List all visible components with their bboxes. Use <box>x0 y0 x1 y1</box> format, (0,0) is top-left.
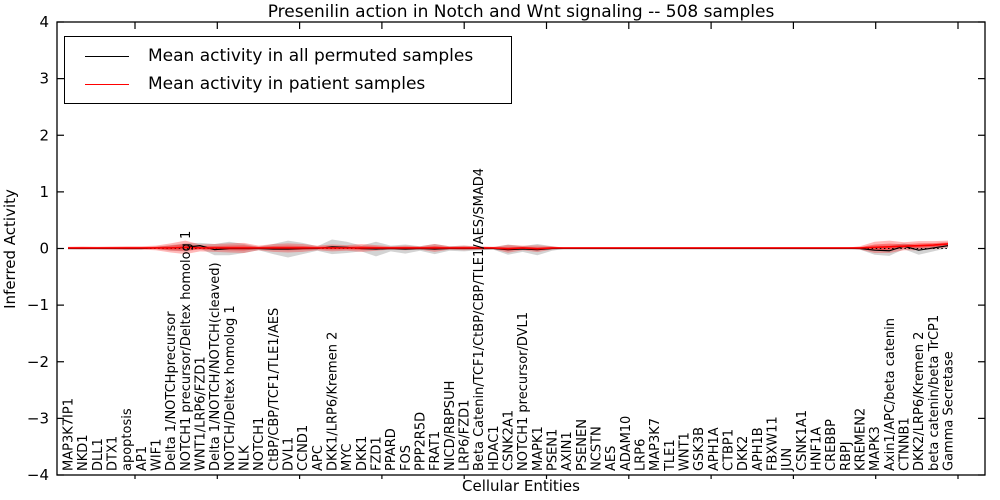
y-tick-label: 2 <box>39 126 49 144</box>
x-tick-label: NCSTN <box>590 426 605 471</box>
x-tick-label: Gamma Secretase <box>942 351 957 471</box>
x-tick-label: APH1B <box>751 427 766 471</box>
x-tick-label: CTNNB1 <box>898 417 913 471</box>
x-tick-label: PSEN1 <box>546 429 561 471</box>
x-tick-label: DKK2 <box>736 436 751 471</box>
x-tick-label: PSENEN <box>575 419 590 471</box>
x-tick-label: NOTCH1 <box>252 417 267 471</box>
x-tick-label: LRP6 <box>634 439 649 471</box>
x-tick-label: Beta Catenin/TCF1/CtBP/CBP/TLE1/AES/SMAD… <box>472 168 487 471</box>
x-tick-label: HDAC1 <box>487 425 502 471</box>
x-tick-label: AP1 <box>135 446 150 471</box>
permuted-line-swatch <box>85 55 129 57</box>
x-tick-label: MAP3K7 <box>648 418 663 471</box>
x-tick-label: WIF1 <box>150 439 165 471</box>
legend: Mean activity in all permuted samples Me… <box>64 36 513 104</box>
x-tick-label: TLE1 <box>663 439 678 472</box>
y-tick-label: 1 <box>39 183 49 201</box>
x-tick-label: NOTCH/Deltex homolog 1 <box>223 305 238 471</box>
x-tick-label: Delta 1/NOTCHprecursor <box>164 311 179 471</box>
x-tick-label: NKD1 <box>76 434 91 471</box>
x-tick-label: AES <box>604 446 619 471</box>
y-tick-label: −4 <box>27 466 49 484</box>
x-tick-label: AXIN1 <box>560 431 575 471</box>
x-tick-label: DKK1/LRP6/Kremen 2 <box>326 332 341 471</box>
x-tick-label: RBPJ <box>839 441 854 471</box>
x-tick-label: DVL1 <box>282 437 297 471</box>
x-tick-label: KREMEN2 <box>854 408 869 471</box>
y-tick-label: 0 <box>39 240 49 258</box>
y-tick-label: 4 <box>39 13 49 31</box>
x-tick-label: APC <box>311 445 326 471</box>
x-axis-label: Cellular Entities <box>462 477 580 495</box>
x-tick-label: WNT1/LRP6/FZD1 <box>194 356 209 471</box>
x-tick-label: Axin1/APC/beta catenin <box>883 318 898 471</box>
x-tick-label: NLK <box>238 445 253 471</box>
x-tick-label: NICD/RBPSUH <box>443 381 458 471</box>
x-tick-label: JUN <box>780 448 795 472</box>
patient-line-swatch <box>85 83 129 85</box>
chart-title: Presenilin action in Notch and Wnt signa… <box>267 2 775 22</box>
y-tick-label: −3 <box>27 409 49 427</box>
x-tick-label: PPARD <box>384 428 399 471</box>
x-tick-label: MAP3K7IP1 <box>62 398 77 471</box>
x-tick-label: FZD1 <box>370 436 385 471</box>
x-tick-label: ADAM10 <box>619 416 634 471</box>
x-tick-label: FBXW11 <box>766 416 781 471</box>
x-tick-label: NOTCH1 precursor/Deltex homolog 1 <box>179 231 194 471</box>
y-tick-label: −1 <box>27 296 49 314</box>
legend-item-permuted: Mean activity in all permuted samples <box>75 46 473 66</box>
x-tick-label: MAPK3 <box>868 426 883 471</box>
x-tick-label: CSNK2A1 <box>502 410 517 471</box>
x-tick-label: CtBP/CBP/TCF1/TLE1/AES <box>267 308 282 471</box>
x-tick-label: DKK2/LRP6/Kremen 2 <box>912 332 927 471</box>
x-tick-label: apoptosis <box>120 408 135 471</box>
x-tick-label: CSNK1A1 <box>795 410 810 471</box>
x-tick-label: DKK1 <box>355 436 370 471</box>
x-tick-label: CTBP1 <box>722 429 737 471</box>
x-tick-label: MAPK1 <box>531 426 546 471</box>
x-tick-label: HNF1A <box>810 427 825 471</box>
patient-spread-band <box>68 240 948 255</box>
x-tick-label: FOS <box>399 445 414 471</box>
x-tick-label: CREBBP <box>824 419 839 471</box>
x-tick-label: PPP2R5D <box>414 412 429 471</box>
x-tick-label: beta catenin/beta TrCP1 <box>927 315 942 471</box>
x-tick-label: GSK3B <box>692 427 707 471</box>
x-tick-label: DLL1 <box>91 438 106 471</box>
x-tick-label: Delta 1/NOTCH/NOTCH(cleaved) <box>208 262 223 471</box>
x-tick-label: FRAT1 <box>428 431 443 471</box>
y-tick-label: 3 <box>39 70 49 88</box>
y-tick-label: −2 <box>27 353 49 371</box>
x-tick-label: NOTCH1 precursor/DVL1 <box>516 312 531 471</box>
x-tick-label: APH1A <box>707 427 722 471</box>
legend-label-permuted: Mean activity in all permuted samples <box>148 46 474 66</box>
x-tick-label: LRP6/FZD1 <box>458 400 473 471</box>
legend-item-patient: Mean activity in patient samples <box>75 74 473 94</box>
x-tick-label: DTX1 <box>106 436 121 471</box>
x-tick-label: CCND1 <box>296 425 311 471</box>
x-tick-label: MYC <box>340 443 355 471</box>
patient-mean-line <box>68 243 949 250</box>
x-tick-label: WNT1 <box>678 432 693 471</box>
legend-label-patient: Mean activity in patient samples <box>148 74 426 94</box>
